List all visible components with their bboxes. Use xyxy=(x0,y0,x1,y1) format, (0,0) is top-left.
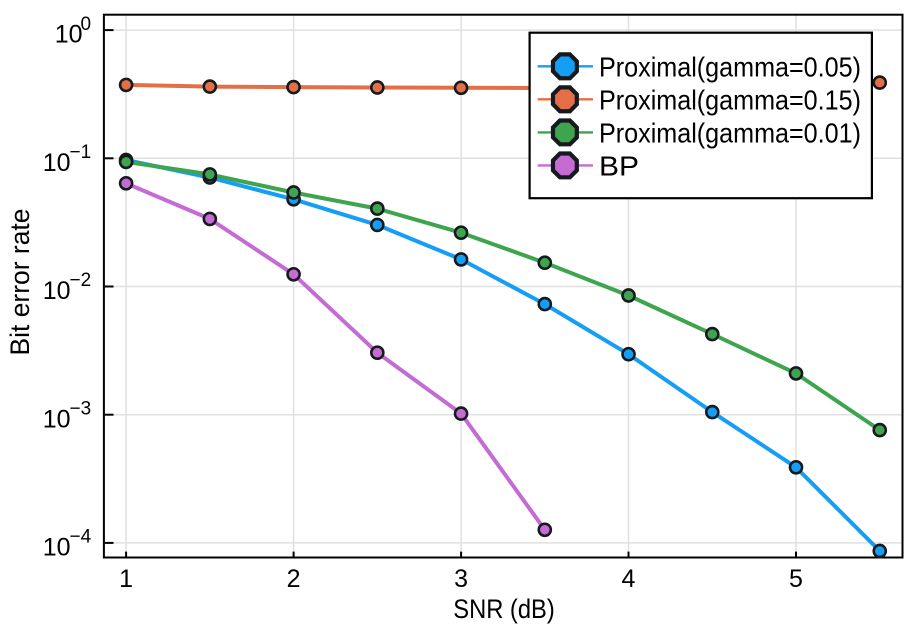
svg-text:10: 10 xyxy=(43,277,71,305)
svg-text:1: 1 xyxy=(119,565,133,593)
svg-text:BP: BP xyxy=(599,151,639,182)
svg-text:5: 5 xyxy=(789,565,803,593)
svg-text:10: 10 xyxy=(55,21,83,49)
svg-text:SNR (dB): SNR (dB) xyxy=(453,594,555,624)
svg-text:Proximal(gamma=0.15): Proximal(gamma=0.15) xyxy=(599,85,861,116)
svg-text:−2: −2 xyxy=(70,270,92,291)
svg-text:−4: −4 xyxy=(70,527,92,548)
svg-text:10: 10 xyxy=(43,405,71,433)
svg-text:4: 4 xyxy=(622,565,636,593)
svg-text:10: 10 xyxy=(43,149,71,177)
svg-text:0: 0 xyxy=(81,14,92,35)
svg-text:Proximal(gamma=0.01): Proximal(gamma=0.01) xyxy=(599,118,861,149)
svg-text:−1: −1 xyxy=(70,142,92,163)
svg-text:3: 3 xyxy=(454,565,468,593)
svg-text:Proximal(gamma=0.05): Proximal(gamma=0.05) xyxy=(599,52,861,83)
svg-text:−3: −3 xyxy=(70,398,92,419)
svg-text:2: 2 xyxy=(287,565,301,593)
svg-text:Bit error rate: Bit error rate xyxy=(5,209,35,356)
svg-text:10: 10 xyxy=(43,534,71,562)
